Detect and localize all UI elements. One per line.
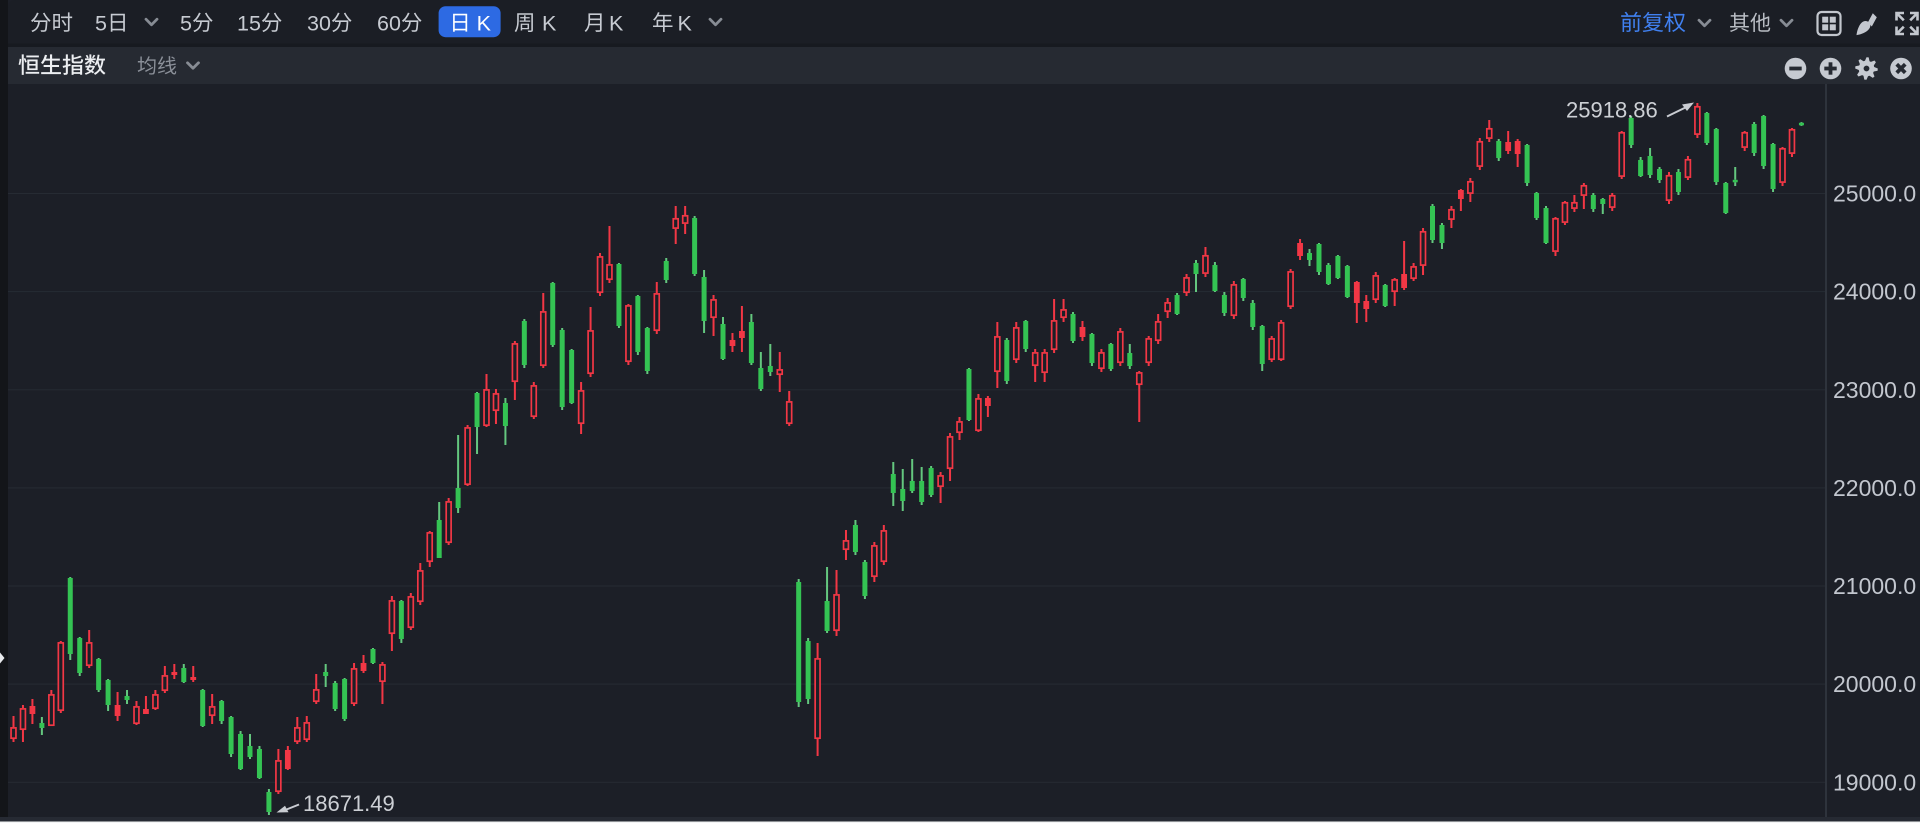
svg-text:20000.0: 20000.0 xyxy=(1833,671,1916,697)
svg-text:60: 60 xyxy=(377,11,401,35)
svg-text:30: 30 xyxy=(307,11,331,35)
svg-text:5: 5 xyxy=(95,11,107,35)
svg-text:K: K xyxy=(477,11,492,35)
svg-text:K: K xyxy=(678,11,693,35)
svg-text:23000.0: 23000.0 xyxy=(1833,377,1916,403)
svg-text:18671.49: 18671.49 xyxy=(303,791,395,816)
svg-text:25000.0: 25000.0 xyxy=(1833,181,1916,207)
svg-text:21000.0: 21000.0 xyxy=(1833,573,1916,599)
svg-text:K: K xyxy=(542,11,557,35)
svg-text:5: 5 xyxy=(180,11,192,35)
svg-text:15: 15 xyxy=(237,11,261,35)
svg-text:25918.86: 25918.86 xyxy=(1566,98,1658,123)
svg-text:24000.0: 24000.0 xyxy=(1833,279,1916,305)
svg-text:22000.0: 22000.0 xyxy=(1833,475,1916,501)
svg-text:19000.0: 19000.0 xyxy=(1833,769,1916,795)
svg-text:K: K xyxy=(609,11,624,35)
